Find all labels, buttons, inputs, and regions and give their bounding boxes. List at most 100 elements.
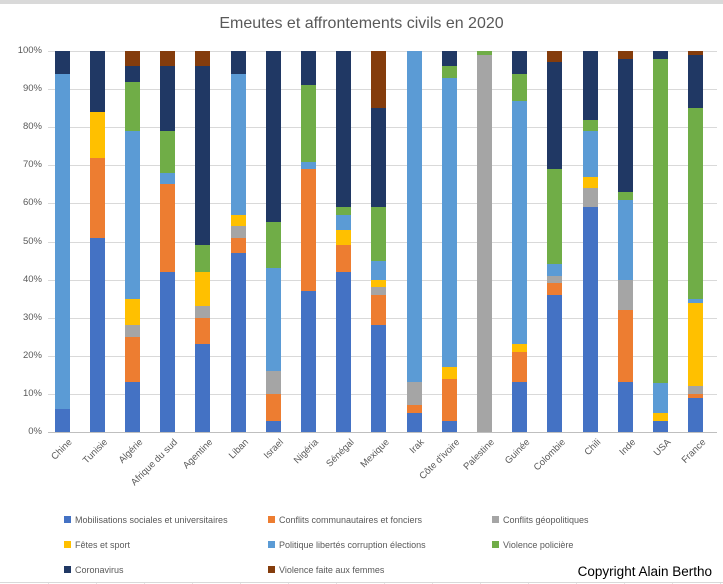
bar-segment bbox=[160, 184, 176, 272]
bar-segment bbox=[547, 62, 563, 170]
bar-segment bbox=[547, 264, 563, 276]
bar-segment bbox=[547, 169, 563, 265]
bar-segment bbox=[371, 108, 387, 208]
bar-liban bbox=[230, 51, 246, 432]
bar-segment bbox=[547, 51, 563, 63]
bar-c-te-d-ivoire bbox=[441, 51, 457, 432]
bar-palestine bbox=[476, 51, 492, 432]
bar-segment bbox=[512, 382, 528, 432]
bar-segment bbox=[582, 207, 598, 432]
bar-segment bbox=[300, 169, 316, 292]
y-tick-label: 20% bbox=[22, 349, 42, 361]
plot-area bbox=[48, 51, 717, 433]
bar-segment bbox=[652, 382, 668, 413]
legend-label: Mobilisations sociales et universitaires bbox=[75, 514, 228, 525]
bar-usa bbox=[652, 51, 668, 432]
legend-label: Conflits communautaires et fonciers bbox=[279, 514, 423, 525]
x-axis-line bbox=[48, 432, 717, 433]
bar-chili bbox=[582, 51, 598, 432]
bar-segment bbox=[336, 51, 352, 208]
x-tick-label: Agentine bbox=[181, 437, 216, 472]
bar-segment bbox=[160, 131, 176, 173]
y-tick-label: 100% bbox=[17, 45, 42, 56]
bar-segment bbox=[406, 412, 422, 432]
bar-tunisie bbox=[89, 51, 105, 432]
x-tick-label: Mexique bbox=[358, 437, 392, 471]
legend-label: Fêtes et sport bbox=[75, 539, 131, 550]
bar-segment bbox=[54, 409, 70, 432]
legend-swatch-icon bbox=[492, 516, 499, 523]
bar-segment bbox=[441, 51, 457, 67]
legend-swatch-icon bbox=[64, 541, 71, 548]
bar-segment bbox=[688, 51, 704, 55]
x-tick-label: USA bbox=[651, 437, 674, 459]
legend-label: Violence policière bbox=[503, 539, 574, 550]
bar-segment bbox=[230, 226, 246, 238]
bar-segment bbox=[160, 271, 176, 432]
legend-item: Violence faite aux femmes bbox=[268, 565, 492, 575]
bar-segment bbox=[230, 51, 246, 74]
bar-segment bbox=[230, 73, 246, 215]
bar-nig-ria bbox=[300, 51, 316, 432]
bar-segment bbox=[547, 283, 563, 295]
bar-alg-rie bbox=[124, 51, 140, 432]
bar-segment bbox=[406, 51, 422, 383]
bar-segment bbox=[265, 371, 281, 394]
bar-segment bbox=[124, 51, 140, 67]
bar-segment bbox=[512, 352, 528, 383]
bar-segment bbox=[512, 100, 528, 345]
bar-segment bbox=[336, 207, 352, 215]
bar-segment bbox=[300, 291, 316, 432]
bar-inde bbox=[617, 51, 633, 432]
bar-segment bbox=[617, 279, 633, 311]
bar-segment bbox=[688, 397, 704, 432]
legend-item: Coronavirus bbox=[64, 565, 268, 575]
legend-item: Mobilisations sociales et universitaires bbox=[64, 515, 268, 525]
bar-segment bbox=[406, 382, 422, 406]
legend-swatch-icon bbox=[268, 566, 275, 573]
bar-segment bbox=[582, 176, 598, 189]
bar-s-n-gal bbox=[336, 51, 352, 432]
bar-segment bbox=[89, 51, 105, 112]
bar-segment bbox=[230, 252, 246, 432]
bar-segment bbox=[617, 192, 633, 200]
bar-segment bbox=[512, 344, 528, 353]
x-tick-label: Sénégal bbox=[323, 437, 357, 470]
bar-segment bbox=[547, 275, 563, 284]
bar-segment bbox=[547, 294, 563, 432]
bar-segment bbox=[441, 420, 457, 432]
bar-segment bbox=[89, 237, 105, 432]
bar-segment bbox=[160, 66, 176, 132]
y-tick-label: 50% bbox=[22, 235, 42, 247]
bar-segment bbox=[371, 325, 387, 432]
bar-segment bbox=[476, 54, 492, 432]
legend-item: Violence policière bbox=[492, 540, 589, 550]
legend-label: Violence faite aux femmes bbox=[279, 564, 385, 575]
x-tick-label: Colombie bbox=[531, 437, 568, 474]
bar-segment bbox=[265, 393, 281, 421]
y-tick-label: 40% bbox=[22, 273, 42, 285]
bar-afrique-du-sud bbox=[160, 51, 176, 432]
bar-segment bbox=[652, 51, 668, 59]
bar-segment bbox=[89, 157, 105, 238]
legend-swatch-icon bbox=[268, 516, 275, 523]
bar-segment bbox=[265, 51, 281, 223]
y-tick-label: 10% bbox=[22, 387, 42, 399]
x-tick-label: Liban bbox=[226, 437, 251, 462]
x-tick-label: Tunisie bbox=[80, 437, 110, 467]
bar-segment bbox=[371, 287, 387, 295]
bar-segment bbox=[54, 51, 70, 74]
legend-label: Politique libertés corruption élections bbox=[279, 539, 426, 550]
bar-segment bbox=[265, 420, 281, 432]
x-tick-label: Israel bbox=[261, 437, 286, 462]
bar-segment bbox=[441, 378, 457, 421]
bar-guin-e bbox=[512, 51, 528, 432]
bar-segment bbox=[195, 272, 211, 307]
bar-segment bbox=[688, 108, 704, 299]
bar-segment bbox=[652, 412, 668, 421]
bar-segment bbox=[441, 367, 457, 379]
bar-segment bbox=[617, 51, 633, 59]
bar-segment bbox=[265, 268, 281, 372]
legend-label: Coronavirus bbox=[75, 564, 124, 575]
